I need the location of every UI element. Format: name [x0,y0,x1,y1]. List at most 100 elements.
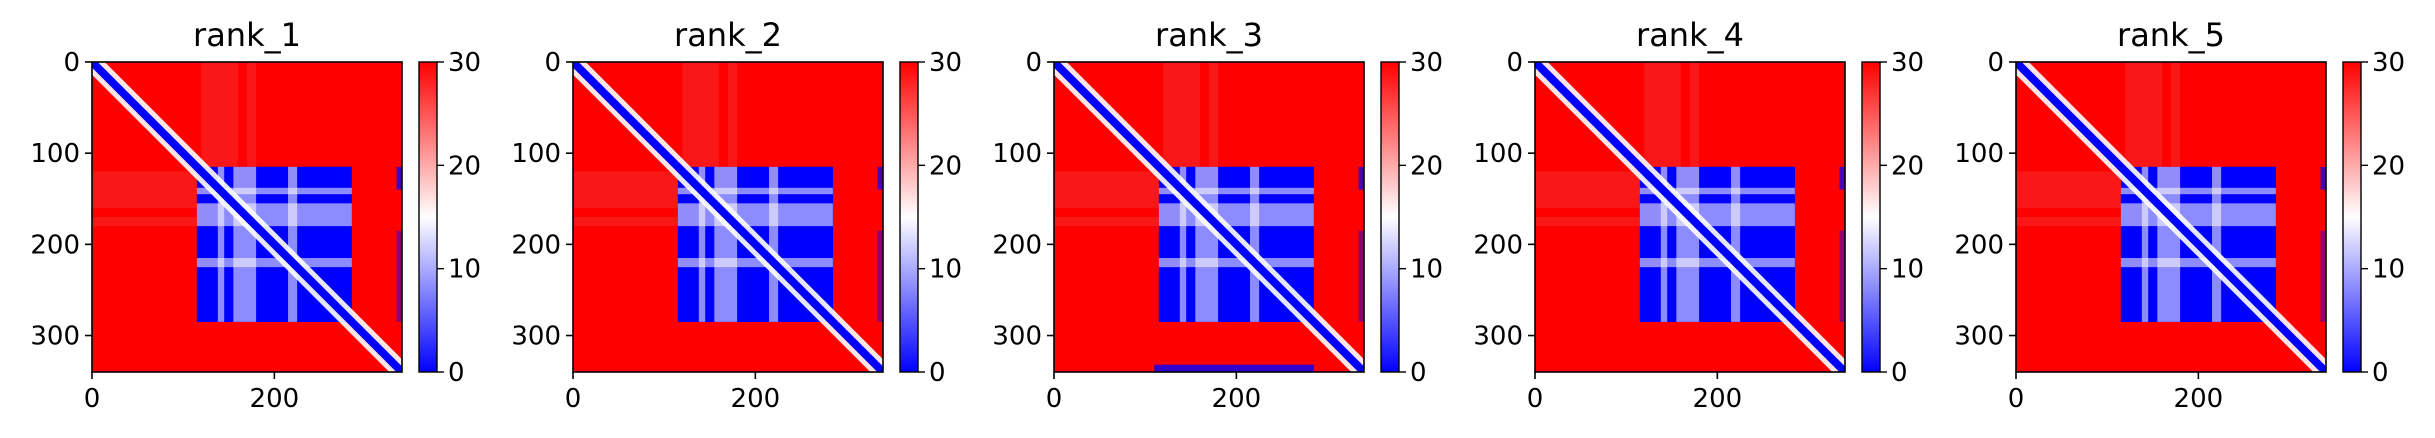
heatmap-edge-fragment [396,166,402,190]
colorbar-tick-label: 10 [1891,255,1924,285]
colorbar-tick-label: 0 [1891,358,1908,388]
axes-frame [91,61,403,373]
y-tick-label: 100 [992,139,1042,169]
colorbar-tick-label: 30 [2372,48,2405,78]
panel-rank-5: 0 200 0 100 200 300 rank_5 0 10 20 30 [1954,16,2405,414]
heatmap-diagonal [92,62,402,372]
heatmap-block [224,267,234,322]
heatmap-streak [1535,217,1640,227]
heatmap-block [1699,267,1732,322]
heatmap-block [1740,226,1795,259]
heatmap-streak [1690,62,1700,167]
panel-title: rank_3 [1155,16,1263,54]
heatmap-streak [2171,62,2181,167]
heatmap-block [1667,267,1677,322]
heatmap-separator-col [714,166,738,322]
heatmap-block [737,194,770,204]
heatmap-streak [2016,217,2121,227]
heatmap-streak [573,171,678,208]
heatmap-block [1699,194,1732,204]
heatmap-edge-fragment [1358,166,1364,190]
heatmap-separator-row [1639,258,1795,268]
y-tick-label: 0 [1506,48,1523,78]
colorbar-tick-label: 10 [1410,255,1443,285]
heatmap-block [1218,267,1251,322]
heatmap-block [1667,226,1677,259]
heatmap-separator-col [288,166,298,322]
colorbar-tick-label: 20 [1891,151,1924,181]
heatmap [92,62,402,372]
heatmap-streak [92,171,197,208]
colorbar-tick-label: 20 [448,151,481,181]
x-tick-label: 0 [84,384,101,414]
heatmap-block [1186,226,1196,259]
heatmap-edge-fragment [877,166,883,190]
x-tick-label: 200 [731,384,781,414]
heatmap-separator-row [677,258,833,268]
heatmap-separator-row [1639,203,1795,227]
heatmap-edge-fragment [2320,166,2326,190]
colorbar-tick-label: 10 [448,255,481,285]
panel-rank-4: 0 200 0 100 200 300 rank_4 0 10 20 30 [1473,16,1924,414]
y-tick-label: 200 [511,230,561,260]
heatmap-block [737,267,770,322]
heatmap-separator-col [1250,166,1260,322]
colorbar-tick-label: 20 [1410,151,1443,181]
heatmap-edge-fragment [1839,166,1845,190]
heatmap-streak [2016,171,2121,208]
x-tick-label: 0 [2008,384,2025,414]
heatmap-diagonal [573,62,883,372]
colorbar [1861,61,1881,373]
heatmap-streak [682,62,719,167]
y-tick-label: 100 [1473,139,1523,169]
y-tick-label: 300 [511,322,561,352]
heatmap-block [705,226,715,259]
heatmap-diagonal [1054,62,1364,372]
colorbar-tick-label: 0 [929,358,946,388]
heatmap-streak [247,62,257,167]
y-tick-label: 0 [63,48,80,78]
y-tick-label: 0 [1987,48,2004,78]
heatmap-edge-fragment [2320,230,2326,322]
colorbar [2342,61,2362,373]
x-tick-label: 200 [1212,384,1262,414]
y-tick-label: 100 [30,139,80,169]
panel-title: rank_5 [2117,16,2225,54]
heatmap-separator-row [1639,187,1795,195]
panel-title: rank_1 [193,16,301,54]
colorbar-tick-label: 30 [929,48,962,78]
colorbar-tick-label: 20 [2372,151,2405,181]
heatmap-streak [1054,217,1159,227]
heatmap-streak [92,217,197,227]
axes-frame [2015,61,2327,373]
colorbar-tick-label: 10 [2372,255,2405,285]
heatmap-block [224,226,234,259]
heatmap-separator-row [1158,187,1314,195]
heatmap-separator-row [677,203,833,227]
heatmap-block [256,267,289,322]
heatmap-block [1259,194,1314,204]
panel-rank-3: 0 200 0 100 200 300 rank_3 0 10 20 30 [992,16,1443,414]
y-tick-label: 300 [1954,322,2004,352]
y-tick-label: 100 [511,139,561,169]
axes-frame [1534,61,1846,373]
y-tick-label: 200 [992,230,1042,260]
y-tick-label: 300 [992,322,1042,352]
colorbar [418,61,438,373]
colorbar-tick-label: 0 [448,358,465,388]
x-tick-label: 200 [1693,384,1743,414]
heatmap-block [2221,194,2276,204]
heatmap-separator-row [196,258,352,268]
colorbar-tick-label: 30 [1410,48,1443,78]
heatmap-separator-col [233,166,257,322]
heatmap [2016,62,2326,372]
heatmap-diagonal [2016,62,2326,372]
heatmap-block [2180,267,2213,322]
heatmap-block [2148,226,2158,259]
heatmap-separator-col [1195,166,1219,322]
axes-frame [1053,61,1365,373]
heatmap-edge-fragment [877,230,883,322]
y-tick-label: 200 [1473,230,1523,260]
heatmap-separator-col [769,166,779,322]
heatmap-edge-fragment [1839,230,1845,322]
